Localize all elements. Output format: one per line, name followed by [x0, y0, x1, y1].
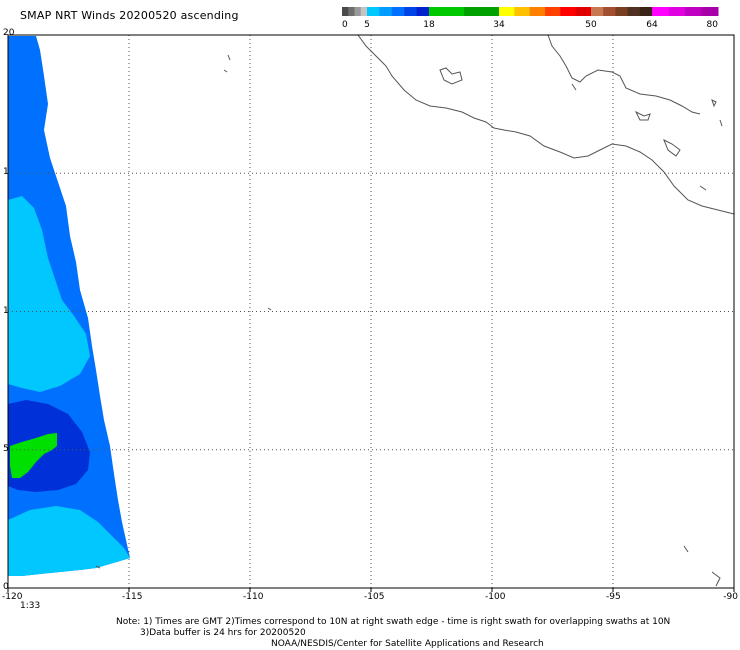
island-8 [267, 307, 272, 311]
island-6 [223, 69, 228, 73]
colorbar-tick-label: 5 [364, 20, 370, 30]
colorbar-tick-label: 64 [646, 20, 658, 30]
coastline-mexico [357, 34, 735, 215]
x-tick-label: -95 [606, 592, 621, 602]
footer-note-line-2: 3)Data buffer is 24 hrs for 20200520 [140, 628, 306, 638]
x-tick-label: -110 [243, 592, 264, 602]
colorbar-swatch [639, 7, 653, 16]
colorbar-swatch [529, 7, 546, 16]
colorbar-swatch [342, 7, 349, 16]
colorbar-swatch [560, 7, 577, 16]
colorbar-swatch [591, 7, 604, 16]
island-4 [711, 99, 717, 108]
colorbar-swatch [379, 7, 393, 16]
colorbar-swatch [360, 7, 368, 16]
axis-tick-marks [7, 588, 735, 592]
colorbar-swatch [627, 7, 641, 16]
island-7 [571, 83, 577, 91]
colorbar-swatch [652, 7, 669, 16]
island-9 [683, 545, 689, 553]
colorbar-tick-label: 50 [585, 20, 597, 30]
time-label: 1:33 [20, 601, 41, 611]
page-title: SMAP NRT Winds 20200520 ascending [20, 9, 239, 22]
colorbar-swatch [348, 7, 355, 16]
colorbar-swatch [391, 7, 405, 16]
x-tick-label: -115 [122, 592, 143, 602]
y-tick-label: 1 [3, 305, 9, 316]
x-tick-label: -90 [723, 592, 738, 602]
island-13 [95, 565, 101, 569]
swath-gale-patch [10, 433, 57, 478]
y-tick-label: 20 [3, 28, 15, 38]
x-tick-label: -120 [2, 592, 23, 602]
colorbar-tick-label: 80 [707, 20, 719, 30]
colorbar-swatch [367, 7, 380, 16]
colorbar-tick-label: 34 [493, 20, 505, 30]
island-1 [439, 67, 463, 85]
island-5 [227, 54, 231, 61]
colorbar-swatch [668, 7, 686, 16]
island-10 [711, 571, 721, 587]
coastline [95, 34, 735, 587]
colorbar-swatch [615, 7, 629, 16]
y-tick-label: 0 [3, 582, 9, 592]
colorbar-swatch [545, 7, 561, 16]
colorbar-swatch [701, 7, 719, 16]
x-tick-label: -105 [364, 592, 385, 602]
colorbar-swatch [464, 7, 500, 16]
colorbar-swatch [575, 7, 592, 16]
colorbar-swatch [354, 7, 362, 16]
island-12 [719, 119, 723, 127]
y-tick-label: 5 [3, 443, 9, 454]
swath-light-south [8, 506, 130, 576]
island-11 [699, 185, 707, 191]
wind-swath [8, 36, 130, 576]
colorbar-swatch [429, 7, 465, 16]
footer-note-line-1: Note: 1) Times are GMT 2)Times correspon… [116, 617, 671, 627]
colorbar-tick-label: 0 [342, 20, 348, 30]
colorbar-swatch [685, 7, 702, 16]
island-2 [663, 138, 681, 157]
colorbar-tick-label: 18 [423, 20, 435, 30]
x-tick-label: -100 [485, 592, 506, 602]
footer-credit: NOAA/NESDIS/Center for Satellite Applica… [271, 639, 544, 649]
swath-light-north [8, 196, 90, 392]
colorbar-swatch [603, 7, 616, 16]
colorbar-swatch [499, 7, 515, 16]
coastline-gulf [547, 34, 701, 115]
grid-lines [8, 35, 734, 588]
colorbar-swatch [416, 7, 430, 16]
y-tick-label: 1 [3, 167, 9, 178]
island-3 [634, 110, 651, 121]
colorbar: 0 5 18 34 50 64 80 [342, 7, 719, 30]
colorbar-swatch [514, 7, 531, 16]
colorbar-swatch [404, 7, 418, 16]
